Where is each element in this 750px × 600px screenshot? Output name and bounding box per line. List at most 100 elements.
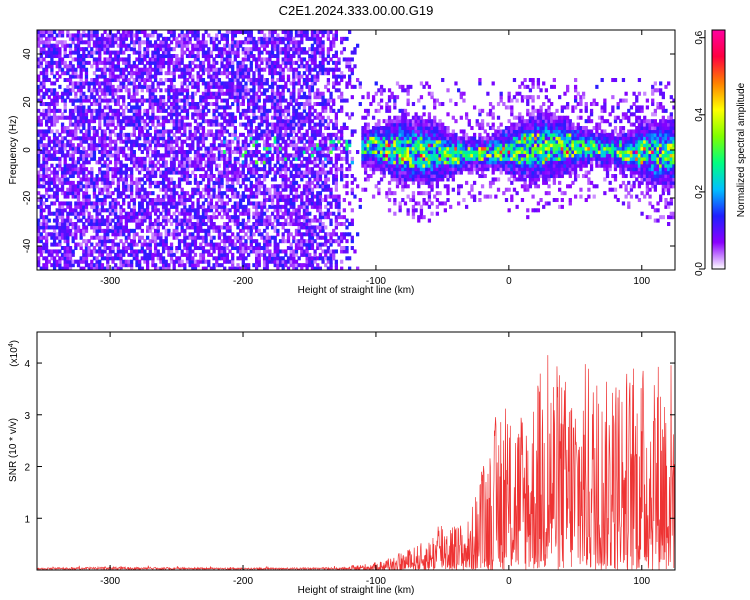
heatmap-cell	[172, 218, 176, 223]
heatmap-cell	[114, 225, 118, 230]
heatmap-cell	[199, 194, 203, 199]
heatmap-cell	[71, 259, 75, 264]
heatmap-cell	[148, 239, 152, 244]
heatmap-cell	[82, 50, 86, 55]
heatmap-cell	[278, 102, 283, 107]
heatmap-cell	[193, 132, 198, 137]
heatmap-cell	[138, 160, 142, 165]
heatmap-cell	[55, 198, 59, 203]
heatmap-cell	[50, 211, 54, 216]
heatmap-cell	[156, 256, 160, 261]
heatmap-cell	[201, 174, 206, 179]
heatmap-cell	[143, 239, 147, 244]
heatmap-cell	[278, 156, 283, 161]
heatmap-cell	[225, 146, 229, 151]
heatmap-cell	[247, 119, 251, 124]
heatmap-cell	[252, 191, 256, 196]
heatmap-cell	[215, 225, 219, 230]
heatmap-cell	[225, 64, 229, 69]
heatmap-cell	[300, 88, 304, 93]
heatmap-cell	[52, 54, 57, 59]
heatmap-cell	[196, 201, 200, 206]
heatmap-cell	[257, 71, 261, 76]
heatmap-cell	[177, 57, 182, 62]
heatmap-cell	[236, 43, 240, 48]
heatmap-cell	[233, 242, 237, 247]
heatmap-cell	[220, 191, 224, 196]
heatmap-cell	[289, 184, 293, 189]
heatmap-cell	[244, 222, 248, 227]
heatmap-cell	[71, 143, 75, 148]
heatmap-cell	[270, 204, 275, 209]
heatmap-cell	[156, 84, 160, 89]
heatmap-cell	[305, 242, 309, 247]
heatmap-cell	[60, 129, 65, 134]
heatmap-cell	[260, 174, 264, 179]
heatmap-cell	[302, 102, 307, 107]
heatmap-cell	[68, 64, 73, 69]
heatmap-cell	[79, 115, 83, 120]
heatmap-cell	[159, 81, 163, 86]
heatmap-cell	[241, 139, 245, 144]
heatmap-cell	[106, 115, 110, 120]
heatmap-cell	[310, 33, 315, 38]
heatmap-cell	[207, 119, 211, 124]
heatmap-cell	[294, 43, 299, 48]
heatmap-cell	[140, 67, 144, 72]
heatmap-cell	[196, 153, 200, 158]
heatmap-cell	[215, 95, 219, 100]
heatmap-cell	[151, 160, 155, 165]
heatmap-cell	[262, 170, 267, 175]
heatmap-cell	[300, 204, 304, 209]
heatmap-cell	[236, 74, 240, 79]
heatmap-cell	[76, 174, 81, 179]
heatmap-cell	[215, 246, 219, 251]
heatmap-cell	[111, 191, 115, 196]
heatmap-cell	[286, 50, 291, 55]
heatmap-cell	[122, 60, 126, 65]
heatmap-cell	[156, 115, 160, 120]
heatmap-cell	[305, 150, 309, 155]
heatmap-cell	[71, 225, 75, 230]
heatmap-cell	[151, 115, 155, 120]
heatmap-cell	[153, 126, 158, 131]
heatmap-cell	[310, 160, 315, 165]
heatmap-cell	[108, 54, 113, 59]
heatmap-cell	[44, 198, 49, 203]
heatmap-cell	[37, 225, 41, 230]
heatmap-cell	[196, 81, 200, 86]
heatmap-cell	[111, 64, 115, 69]
heatmap-cell	[310, 232, 315, 237]
heatmap-cell	[119, 259, 123, 264]
heatmap-cell	[145, 132, 150, 137]
heatmap-cell	[172, 259, 176, 264]
heatmap-cell	[262, 167, 267, 172]
heatmap-cell	[180, 88, 184, 93]
heatmap-cell	[289, 54, 293, 59]
heatmap-cell	[201, 126, 206, 131]
heatmap-cell	[124, 132, 128, 137]
heatmap-cell	[236, 47, 240, 52]
heatmap-cell	[114, 263, 118, 268]
heatmap-cell	[71, 191, 75, 196]
heatmap-cell	[164, 54, 168, 59]
heatmap-cell	[98, 208, 102, 213]
heatmap-cell	[84, 81, 89, 86]
heatmap-cell	[55, 64, 59, 69]
heatmap-cell	[302, 64, 307, 69]
heatmap-cell	[47, 30, 51, 35]
heatmap-cell	[286, 201, 291, 206]
heatmap-cell	[71, 232, 75, 237]
heatmap-cell	[270, 43, 275, 48]
heatmap-cell	[239, 163, 243, 168]
heatmap-cell	[108, 150, 113, 155]
heatmap-cell	[286, 119, 291, 124]
heatmap-cell	[193, 112, 198, 117]
heatmap-cell	[172, 54, 176, 59]
heatmap-cell	[183, 98, 187, 103]
heatmap-cell	[124, 249, 128, 254]
heatmap-cell	[247, 67, 251, 72]
heatmap-cell	[55, 119, 59, 124]
heatmap-cell	[233, 95, 237, 100]
heatmap-cell	[257, 177, 261, 182]
